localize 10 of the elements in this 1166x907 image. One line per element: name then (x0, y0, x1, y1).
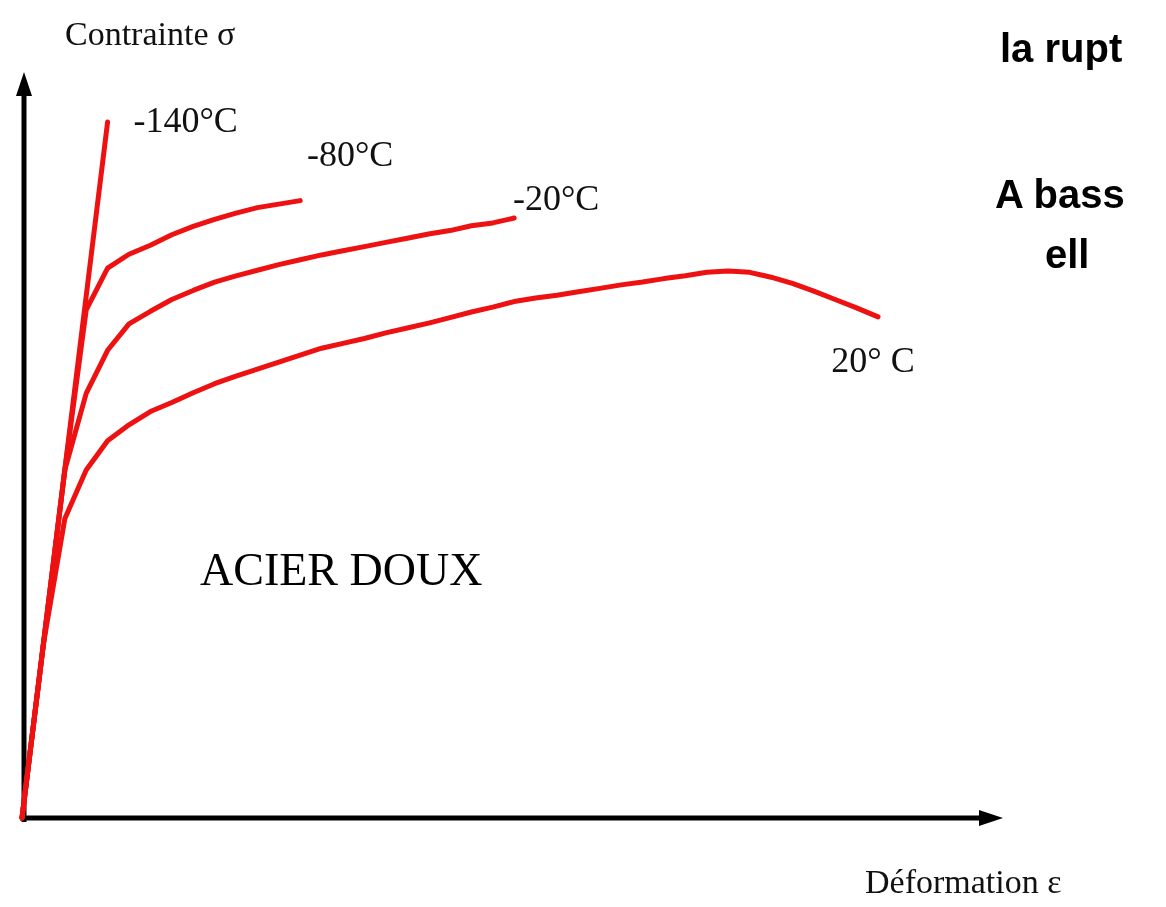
series-label: -80°C (307, 133, 394, 174)
series-label: -20°C (513, 178, 600, 219)
text: A bass (995, 172, 1125, 216)
annotation: ACIER DOUX (200, 544, 483, 595)
series-label: 20° C (831, 339, 915, 380)
series-label: -140°C (133, 100, 238, 140)
text: la rupt (1000, 26, 1123, 70)
x-axis-title: Déformation ε (865, 863, 1062, 900)
text: ell (1045, 232, 1090, 276)
y-axis-title: Contrainte σ (65, 15, 236, 52)
